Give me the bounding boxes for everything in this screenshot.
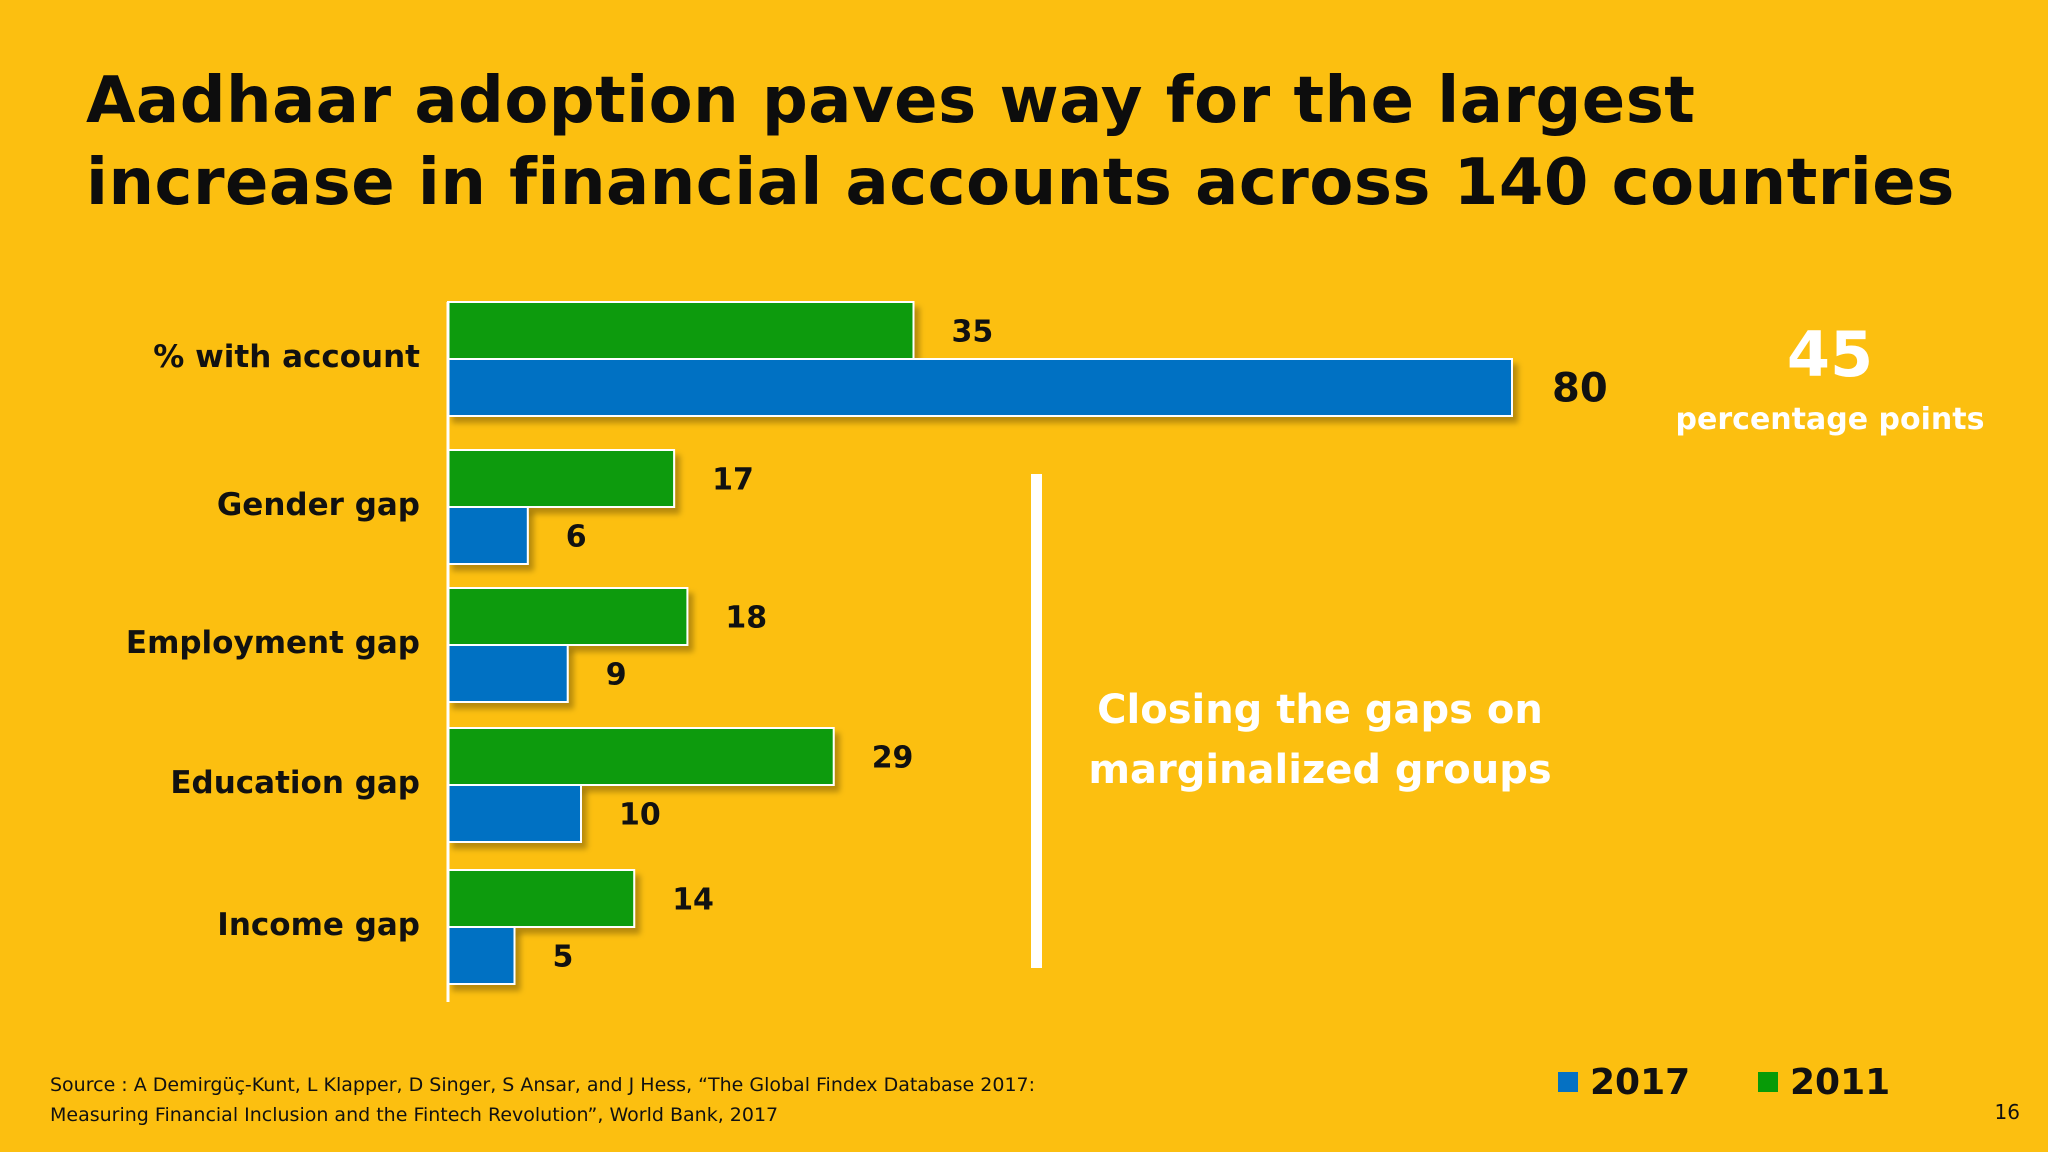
data-label-2017-income-gap: 5 [553, 940, 574, 975]
callout-line-2: marginalized groups [1088, 747, 1552, 793]
category-label-employment-gap: Employment gap [126, 625, 420, 661]
category-label-with-account: % with account [153, 339, 420, 375]
category-label-education-gap: Education gap [170, 765, 420, 801]
bar-2011-education-gap [447, 727, 835, 786]
category-label-gender-gap: Gender gap [217, 487, 420, 523]
bar-2017-gender-gap [447, 506, 529, 565]
legend-label-2017: 2017 [1590, 1061, 1691, 1103]
page-number: 16 [1994, 1100, 2020, 1124]
source-line-2: Measuring Financial Inclusion and the Fi… [50, 1104, 779, 1126]
data-label-2017-gender-gap: 6 [566, 520, 587, 555]
legend-item-2011: 2011 [1758, 1060, 1890, 1104]
data-label-2011-education-gap: 29 [872, 741, 914, 776]
bar-2011-employment-gap [447, 587, 689, 646]
category-label-income-gap: Income gap [217, 907, 420, 943]
bar-2011-income-gap [447, 869, 636, 928]
divider-line [1031, 474, 1042, 968]
legend-item-2017: 2017 [1558, 1060, 1690, 1104]
bar-2011-gender-gap [447, 449, 676, 508]
data-label-2017-with-account: 80 [1552, 366, 1608, 412]
source-line-1: Source : A Demirgüç-Kunt, L Klapper, D S… [50, 1074, 1036, 1096]
data-label-2017-education-gap: 10 [619, 798, 661, 833]
data-label-2011-gender-gap: 17 [712, 463, 754, 498]
title-line-2: increase in financial accounts across 14… [86, 146, 1955, 220]
callout-line-1: Closing the gaps on [1097, 687, 1543, 733]
bar-2017-with-account [447, 358, 1513, 417]
data-label-2017-employment-gap: 9 [606, 658, 627, 693]
source-note: Source : A Demirgüç-Kunt, L Klapper, D S… [50, 1070, 1150, 1130]
bar-2011-with-account [447, 301, 915, 360]
callout-text: Closing the gaps on marginalized groups [1080, 680, 1560, 800]
bar-2017-education-gap [447, 784, 582, 843]
data-label-2011-with-account: 35 [952, 315, 994, 350]
bar-2017-employment-gap [447, 644, 569, 703]
data-label-2011-employment-gap: 18 [725, 601, 767, 636]
legend-swatch-2011 [1758, 1072, 1778, 1092]
bar-2017-income-gap [447, 926, 516, 985]
legend-label-2011: 2011 [1790, 1061, 1891, 1103]
legend-swatch-2017 [1558, 1072, 1578, 1092]
slide-title: Aadhaar adoption paves way for the large… [86, 60, 1986, 224]
title-line-1: Aadhaar adoption paves way for the large… [86, 64, 1696, 138]
highlight-value: 45 [1786, 318, 1874, 391]
data-label-2011-income-gap: 14 [672, 883, 714, 918]
highlight-label: percentage points [1675, 402, 1985, 437]
